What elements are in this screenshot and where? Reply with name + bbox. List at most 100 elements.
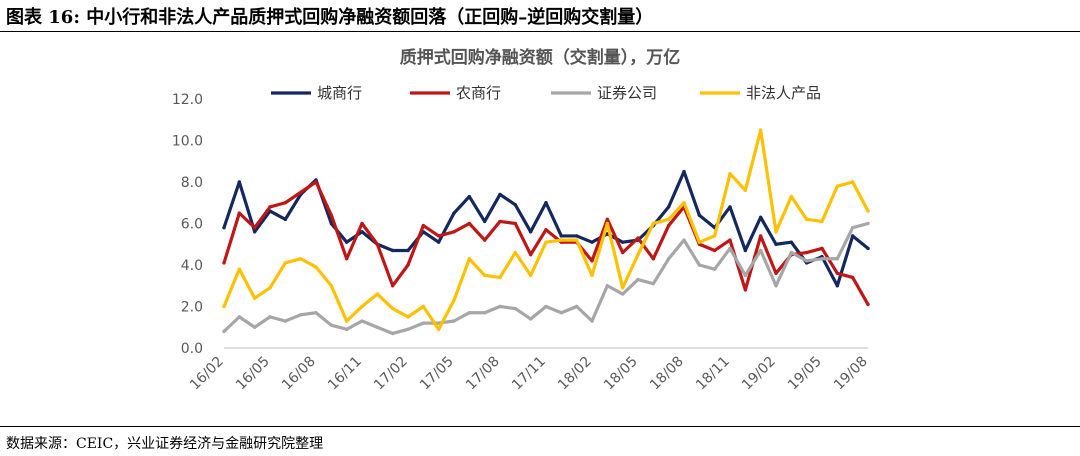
series-0-point-18-02 bbox=[590, 240, 594, 244]
series-0-point-17-04 bbox=[436, 240, 441, 244]
series-1-point-17-01 bbox=[390, 284, 395, 288]
series-3-point-17-10 bbox=[528, 273, 533, 278]
series-3-point-18-01 bbox=[574, 238, 579, 242]
series-2-point-18-10 bbox=[712, 267, 717, 271]
series-2-point-19-02 bbox=[774, 284, 778, 288]
series-1-point-16-03 bbox=[237, 211, 242, 215]
series-1-point-17-03 bbox=[421, 223, 426, 228]
series-3-point-17-07 bbox=[482, 273, 487, 278]
series-1-point-16-11 bbox=[360, 221, 364, 226]
series-3-point-17-11 bbox=[544, 240, 548, 244]
series-2-point-17-05 bbox=[452, 319, 456, 323]
series-3-point-16-09 bbox=[329, 284, 334, 288]
series-2-point-17-01 bbox=[390, 331, 395, 336]
series-1-point-18-05 bbox=[636, 236, 640, 240]
series-3-point-18-12 bbox=[743, 188, 748, 192]
series-2-point-16-09 bbox=[329, 323, 334, 327]
series-1-point-19-06 bbox=[835, 271, 840, 275]
series-2-point-17-08 bbox=[498, 304, 502, 309]
series-1-point-16-09 bbox=[329, 213, 334, 217]
series-2-point-18-11 bbox=[728, 246, 732, 251]
series-1-point-18-07 bbox=[666, 223, 671, 228]
series-2-point-16-07 bbox=[298, 313, 303, 317]
x-tick-label-17-11: 17/11 bbox=[509, 354, 549, 394]
series-3-point-17-04 bbox=[436, 327, 441, 332]
series-3-point-18-09 bbox=[697, 240, 702, 244]
series-1-point-16-08 bbox=[314, 180, 318, 184]
series-3-point-18-06 bbox=[651, 221, 656, 226]
series-2-point-18-07 bbox=[666, 257, 671, 261]
y-tick-label-0: 0.0 bbox=[181, 341, 203, 357]
x-axis: 16/02 16/05 16/08 16/11 17/02 17/05 17/08 17/11… bbox=[187, 347, 871, 394]
y-axis: 0.0 2.0 4.0 6.0 8.0 10.0 12.0 bbox=[172, 92, 203, 357]
series-0-point-18-08 bbox=[682, 169, 686, 174]
x-tick-label-16-08: 16/08 bbox=[279, 354, 319, 394]
series-3-point-19-06 bbox=[835, 184, 840, 188]
line-chart: 质押式回购净融资额（交割量），万亿 城商行 农商行 证券公司 非法人产品 0.0 2.0… bbox=[172, 47, 871, 394]
series-3-point-17-02 bbox=[406, 315, 410, 319]
x-tick-label-19-02: 19/02 bbox=[739, 354, 779, 394]
y-tick-label-6: 12.0 bbox=[172, 92, 203, 108]
series-3-point-16-06 bbox=[283, 261, 288, 265]
y-tick-label-4: 8.0 bbox=[181, 175, 203, 191]
x-tick-label-17-02: 17/02 bbox=[371, 354, 411, 394]
series-2-point-16-05 bbox=[268, 315, 272, 319]
series-0-point-19-01 bbox=[758, 215, 763, 219]
series-2-point-18-04 bbox=[620, 292, 625, 296]
series-1-point-18-11 bbox=[728, 238, 732, 242]
series-2-point-18-06 bbox=[651, 281, 656, 286]
series-2-point-18-01 bbox=[574, 304, 579, 309]
series-1-point-19-01 bbox=[758, 234, 763, 238]
series-0-point-17-06 bbox=[467, 194, 472, 199]
series-1-point-17-08 bbox=[498, 219, 502, 224]
series-3-point-16-11 bbox=[360, 304, 364, 309]
series-2-point-17-07 bbox=[482, 311, 487, 315]
series-2-point-18-09 bbox=[697, 263, 702, 267]
series-0-point-17-12 bbox=[559, 234, 564, 238]
series-2-point-19-03 bbox=[789, 250, 794, 255]
series-2-point-18-03 bbox=[605, 284, 610, 288]
series-3-point-18-04 bbox=[620, 286, 625, 290]
series-3-point-16-07 bbox=[298, 257, 303, 261]
series-3-point-18-05 bbox=[636, 252, 640, 257]
series-2-point-18-08 bbox=[682, 238, 686, 242]
series-0-point-19-07 bbox=[850, 234, 855, 238]
series-3-point-18-02 bbox=[590, 273, 594, 278]
series-3-point-16-08 bbox=[314, 265, 318, 269]
series-1-point-16-07 bbox=[298, 190, 303, 195]
series-3-point-16-04 bbox=[252, 296, 257, 300]
series-2-point-18-05 bbox=[636, 277, 640, 282]
series-3-point-17-08 bbox=[498, 275, 502, 280]
series-2-point-17-12 bbox=[559, 311, 564, 315]
series-3-point-18-07 bbox=[666, 217, 671, 222]
series-0-point-19-03 bbox=[789, 240, 794, 244]
series-0-point-19-08 bbox=[866, 246, 870, 251]
series-3-point-18-03 bbox=[605, 221, 610, 226]
series-3 bbox=[222, 128, 870, 332]
series-0-point-18-01 bbox=[574, 234, 579, 238]
series-2-point-18-02 bbox=[590, 319, 594, 323]
series-3-point-16-05 bbox=[268, 286, 272, 290]
y-tick-label-5: 10.0 bbox=[172, 134, 203, 150]
series-3-point-16-02 bbox=[222, 304, 226, 309]
series-0-point-18-12 bbox=[743, 248, 748, 253]
series-1-point-19-05 bbox=[820, 246, 824, 251]
x-tick-label-16-05: 16/05 bbox=[233, 354, 273, 394]
series-3-point-16-12 bbox=[375, 292, 380, 296]
series-0-point-16-03 bbox=[237, 180, 242, 184]
series-3-point-19-07 bbox=[850, 180, 855, 184]
series-2-point-18-12 bbox=[743, 273, 748, 278]
series-2-point-17-11 bbox=[544, 304, 548, 309]
y-tick-label-2: 4.0 bbox=[181, 258, 203, 274]
series-1-point-17-07 bbox=[482, 238, 487, 242]
series-2-point-19-08 bbox=[866, 221, 870, 226]
x-tick-label-18-08: 18/08 bbox=[647, 354, 687, 394]
series-1-point-18-03 bbox=[605, 217, 610, 222]
series-0-point-16-06 bbox=[283, 217, 288, 222]
series-1-point-17-02 bbox=[406, 263, 410, 267]
series-3-point-18-10 bbox=[712, 234, 717, 238]
series-1-point-17-04 bbox=[436, 234, 441, 238]
legend-label-0: 城商行 bbox=[317, 84, 362, 102]
series-3-point-19-02 bbox=[774, 230, 778, 234]
series-0-point-17-10 bbox=[528, 230, 533, 234]
